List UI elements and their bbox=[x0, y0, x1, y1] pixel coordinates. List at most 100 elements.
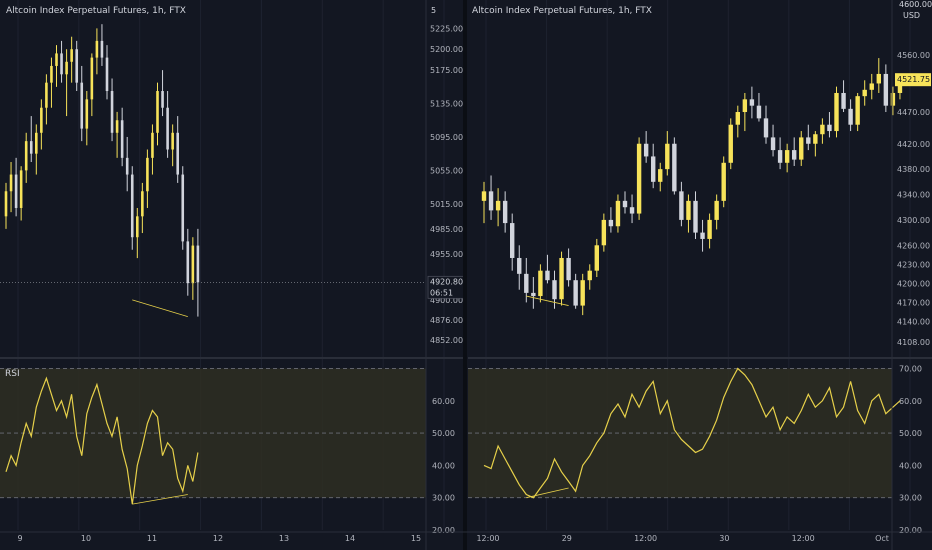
window-divider bbox=[463, 0, 467, 550]
right-candle-body bbox=[622, 200, 628, 208]
left-candle-body bbox=[196, 245, 200, 283]
left-time-tick: 11 bbox=[147, 534, 157, 543]
left-candle-body bbox=[90, 57, 94, 100]
left-price-tick: 5095.00 bbox=[430, 133, 463, 142]
left-time-tick: 14 bbox=[345, 534, 355, 543]
left-price-tick: 5175.00 bbox=[430, 66, 463, 75]
left-rsi-tick: 50.00 bbox=[432, 429, 455, 438]
right-candle-body bbox=[827, 124, 832, 132]
left-price-tick: 5015.00 bbox=[430, 200, 463, 209]
left-candle-body bbox=[141, 191, 144, 217]
left-candle-body bbox=[14, 174, 18, 208]
right-candle-body bbox=[587, 270, 592, 281]
right-candle-body bbox=[742, 99, 748, 113]
right-candle-body bbox=[820, 124, 825, 135]
left-candle-body bbox=[85, 99, 89, 129]
left-candle-body bbox=[29, 141, 33, 154]
right-time-tick: 12:00 bbox=[634, 534, 657, 543]
left-price-divergence-line bbox=[132, 299, 188, 317]
right-current-price-label: 4521.75 bbox=[897, 75, 930, 84]
left-countdown-label: 06:51 bbox=[430, 288, 453, 297]
right-candle-body bbox=[714, 200, 719, 220]
left-candle-body bbox=[80, 82, 84, 129]
right-candle-body bbox=[848, 108, 853, 125]
left-price-tick: 4985.00 bbox=[430, 225, 463, 234]
left-price-tick: 4955.00 bbox=[430, 250, 463, 259]
right-current-price-tag bbox=[895, 73, 931, 87]
right-candle-body bbox=[770, 137, 776, 151]
left-candle-body bbox=[130, 174, 134, 238]
left-price-tick: 5055.00 bbox=[430, 166, 463, 175]
right-candle-body bbox=[707, 219, 712, 239]
right-candle-body bbox=[841, 92, 846, 109]
right-candle-body bbox=[658, 169, 663, 182]
right-candle-body bbox=[573, 280, 578, 306]
left-candle-body bbox=[156, 91, 159, 133]
right-candle-body bbox=[855, 96, 860, 125]
right-candle-body bbox=[510, 223, 515, 258]
right-candle-body bbox=[806, 137, 811, 144]
left-chart-title: Altcoin Index Perpetual Futures, 1h, FTX bbox=[6, 6, 186, 16]
right-rsi-tick: 20.00 bbox=[899, 526, 922, 535]
right-candle-body bbox=[862, 89, 867, 97]
right-price-tick: 4108.00 bbox=[897, 338, 930, 347]
right-candle-body bbox=[608, 219, 614, 227]
left-candle-body bbox=[161, 91, 164, 108]
left-time-tick: 9 bbox=[17, 534, 22, 543]
right-candle-body bbox=[749, 99, 755, 106]
right-price-tick: 4560.00 bbox=[897, 51, 930, 60]
right-candle-body bbox=[834, 92, 839, 132]
right-candle-body bbox=[890, 92, 896, 106]
right-candle-body bbox=[693, 200, 698, 233]
left-candle-body bbox=[55, 53, 58, 66]
left-rsi-divergence-line bbox=[132, 494, 188, 505]
right-rsi-tick: 70.00 bbox=[899, 364, 922, 373]
right-candle-body bbox=[566, 257, 571, 281]
right-candle-body bbox=[601, 219, 607, 246]
right-candle-body bbox=[869, 83, 874, 90]
left-time-tick: 12 bbox=[213, 534, 223, 543]
right-chart-title: Altcoin Index Perpetual Futures, 1h, FTX bbox=[472, 6, 652, 16]
right-candle-body bbox=[883, 73, 889, 106]
right-candle-body bbox=[517, 257, 522, 274]
right-price-tick: 4300.00 bbox=[897, 216, 930, 225]
right-candle-body bbox=[735, 112, 740, 125]
right-rsi-tick: 50.00 bbox=[899, 429, 922, 438]
right-time-tick: 12:00 bbox=[476, 534, 499, 543]
left-candle-body bbox=[50, 65, 53, 83]
right-time-tick: 29 bbox=[562, 534, 572, 543]
right-price-tick: 4470.00 bbox=[897, 108, 930, 117]
left-rsi-tick: 20.00 bbox=[432, 526, 455, 535]
left-candle-body bbox=[110, 91, 114, 133]
left-candle-body bbox=[65, 61, 68, 75]
right-candle-body bbox=[813, 134, 818, 144]
right-rsi-tick: 40.00 bbox=[899, 461, 922, 470]
left-candle-body bbox=[100, 40, 104, 58]
right-candle-body bbox=[502, 200, 508, 224]
left-price-tick: 5135.00 bbox=[430, 100, 463, 109]
right-rsi-tick: 60.00 bbox=[899, 397, 922, 406]
right-time-tick: Oct bbox=[875, 534, 889, 543]
left-candle-body bbox=[75, 49, 78, 83]
right-price-tick: 4200.00 bbox=[897, 279, 930, 288]
right-price-tick: 4230.00 bbox=[897, 260, 930, 269]
left-price-tick: 5225.00 bbox=[430, 24, 463, 33]
right-price-axis-top-label: 4600.00 bbox=[899, 0, 932, 9]
right-candle-body bbox=[495, 200, 501, 211]
right-price-tick: 4170.00 bbox=[897, 298, 930, 307]
left-time-tick: 15 bbox=[411, 534, 421, 543]
right-time-tick: 30 bbox=[719, 534, 729, 543]
left-candle-body bbox=[60, 53, 63, 75]
right-candle-body bbox=[756, 105, 762, 119]
right-candle-body bbox=[481, 191, 487, 201]
left-candle-body bbox=[181, 174, 185, 242]
right-candle-body bbox=[580, 280, 585, 306]
right-time-tick: 12:00 bbox=[792, 534, 815, 543]
right-candle-body bbox=[615, 200, 621, 227]
right-candle-body bbox=[545, 270, 550, 281]
right-candle-body bbox=[651, 156, 656, 182]
left-candle-body bbox=[186, 241, 190, 284]
right-candle-body bbox=[524, 273, 529, 293]
